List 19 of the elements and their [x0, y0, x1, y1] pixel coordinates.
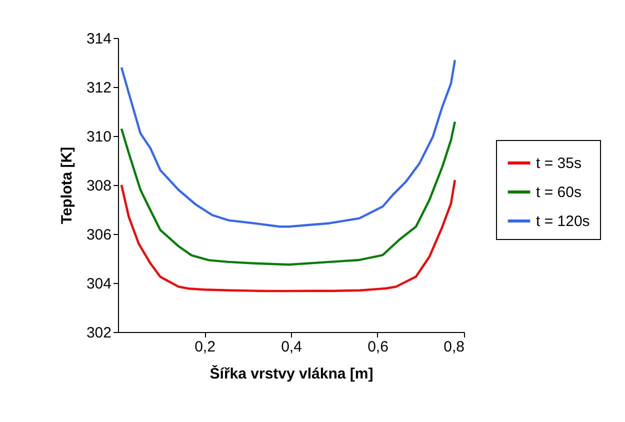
legend-label: t = 120s: [536, 213, 590, 230]
y-tick-label: 314: [86, 30, 112, 48]
y-tick-label: 304: [86, 276, 112, 292]
line-series: [120, 58, 456, 228]
line-series: [120, 120, 456, 266]
legend-label: t = 35s: [536, 155, 582, 172]
x-tick-label: 0,6: [368, 338, 388, 356]
y-tick-label: 308: [86, 178, 112, 194]
y-tick-label: 312: [86, 80, 112, 96]
legend-label: t = 60s: [536, 184, 582, 201]
y-tick-label: 310: [86, 128, 112, 146]
x-axis-title: Šířka vrstvy vlákna [m]: [210, 364, 374, 382]
y-tick-label: 306: [86, 226, 112, 244]
y-tick-label: 302: [86, 324, 112, 342]
x-tick-label: 0,4: [281, 338, 302, 356]
y-axis-title: Teplota [K]: [58, 146, 76, 224]
x-tick-label: 0,2: [194, 338, 216, 356]
x-tick-label: 0,8: [444, 338, 464, 356]
line-series: [120, 179, 456, 292]
